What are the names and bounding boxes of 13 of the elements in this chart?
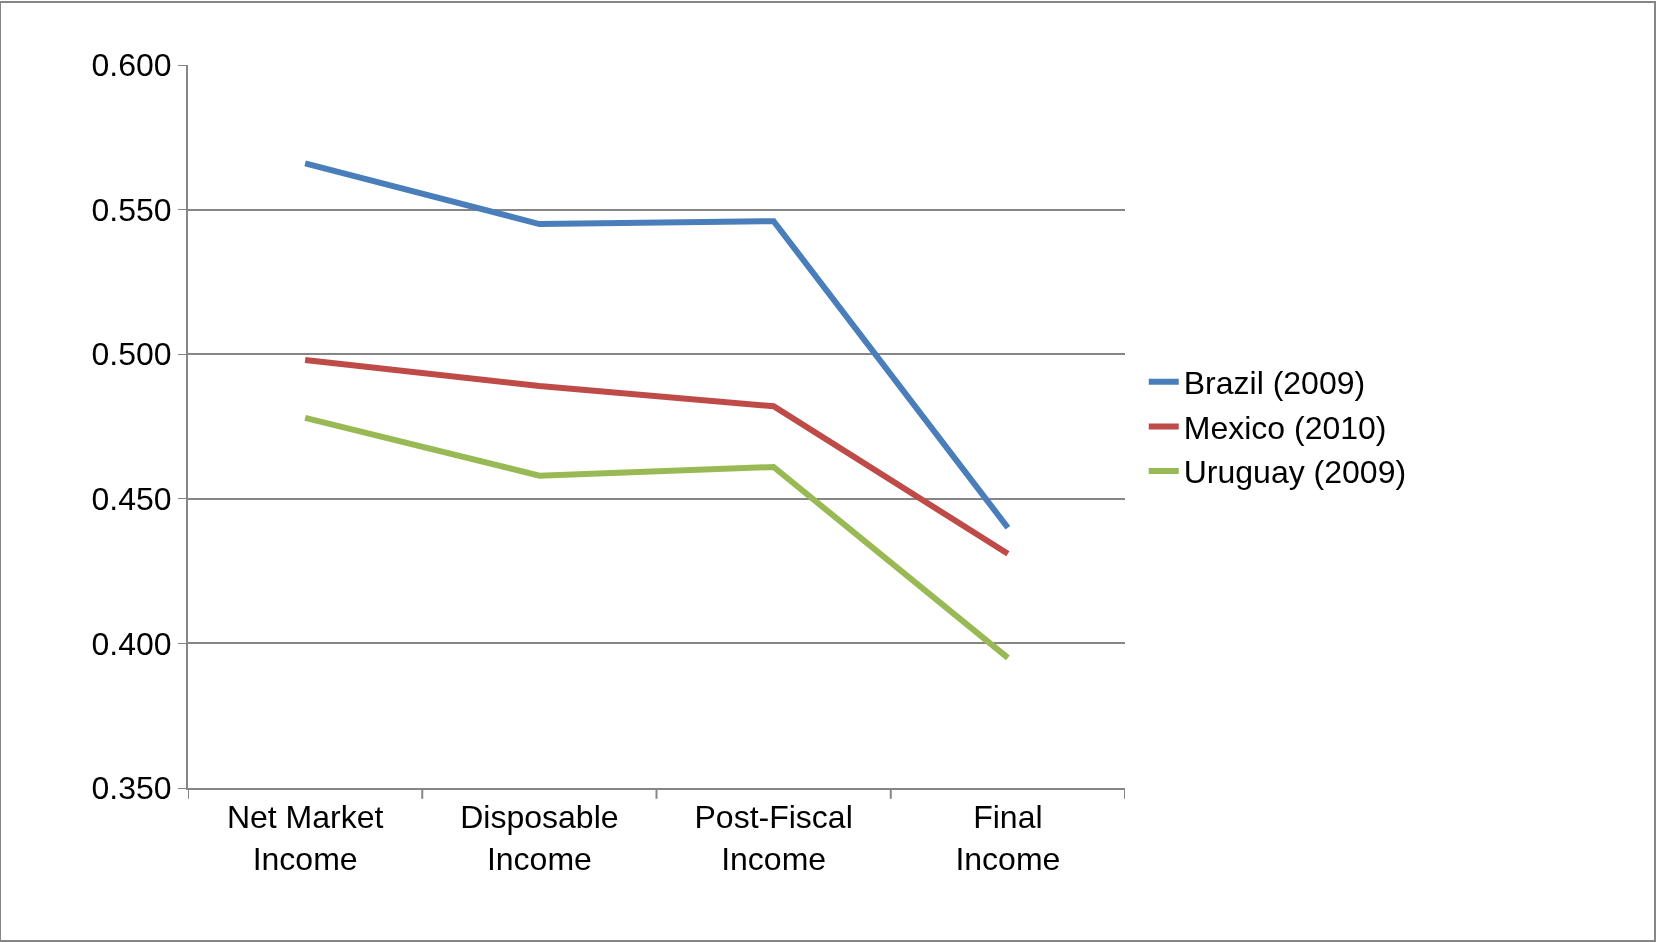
legend-label: Uruguay (2009) <box>1183 454 1407 491</box>
x-tick-label: Disposable Income <box>460 799 619 877</box>
y-tick-label: 0.400 <box>91 625 172 662</box>
x-tick-label: Post-Fiscal Income <box>694 799 853 877</box>
y-tick-label: 0.500 <box>91 336 172 373</box>
y-tick-label: 0.550 <box>91 191 172 228</box>
y-tick-label: 0.450 <box>91 481 172 517</box>
y-tick-label: 0.600 <box>91 47 172 84</box>
x-tick-label: Net Market Income <box>226 799 384 877</box>
legend-label: Brazil (2009) <box>1183 365 1366 402</box>
y-tick-label: 0.350 <box>91 770 172 807</box>
legend-label: Mexico (2010) <box>1183 409 1387 446</box>
x-tick-label: Final Income <box>955 799 1061 877</box>
